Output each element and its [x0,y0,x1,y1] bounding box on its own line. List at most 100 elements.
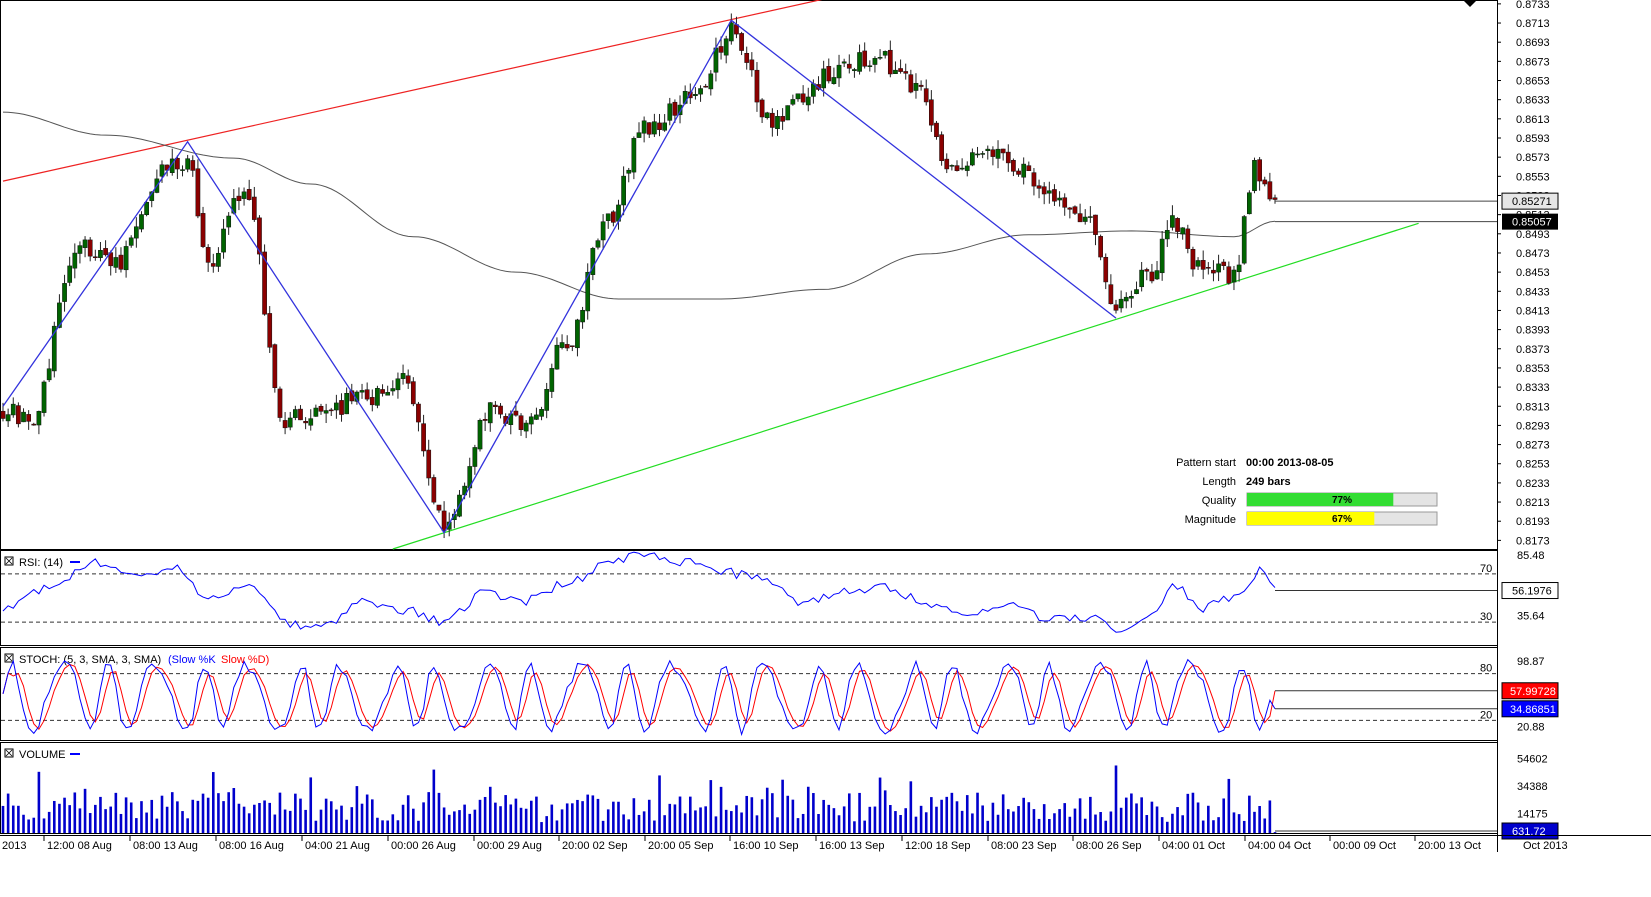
candle-body [1088,216,1093,218]
candle [1170,205,1175,231]
volume-bar [206,797,210,833]
last-price-label: 0.85271 [1512,196,1552,208]
candle [364,382,370,402]
zigzag-pattern [2,19,1117,534]
candle [980,151,985,159]
candle-body [21,411,26,423]
volume-bar [1012,811,1015,833]
volume-bar [596,798,600,833]
candle [790,94,796,106]
volume-bar [894,811,897,833]
pane-title: STOCH: (5, 3, SMA, 3, SMA) [19,654,161,666]
volume-bar [991,802,995,833]
candle [887,40,893,78]
candle [16,402,21,428]
candle [641,116,647,143]
volume-bar [155,818,159,833]
price-tick-label: 0.8493 [1516,229,1550,241]
volume-bar [1171,813,1174,833]
candle [334,394,339,419]
time-tick-label: 04:00 04 Oct [1248,840,1311,852]
candle-body [293,409,298,418]
candle-body [185,158,190,170]
candle-body [975,153,980,156]
candle [477,418,483,452]
volume-bar [545,816,548,833]
collapse-icon-cross [5,557,13,565]
volume-bar [781,779,784,833]
volume-bar [104,809,107,833]
volume-bar [719,786,723,833]
candle-body [400,373,406,379]
magnitude-value: 67% [1332,514,1352,525]
candle [318,403,324,415]
volume-bar [581,801,584,833]
candle [400,364,406,385]
volume-bar [227,792,230,833]
candle [708,70,714,96]
volume-bar [745,795,749,833]
volume-bar [1155,806,1159,833]
candle-body [913,82,919,91]
candle [554,337,560,370]
candle [210,253,216,273]
price-tick-label: 0.8473 [1516,248,1550,260]
volume-bar [704,806,707,833]
candle-body [1170,215,1175,228]
candle [241,187,247,206]
candle-body [939,134,944,161]
candle-body [1021,163,1027,178]
candle [385,385,391,396]
candle [339,393,344,422]
candle [1241,215,1247,265]
volume-bar [930,797,933,833]
volume-bar [263,800,266,833]
price-tick-label: 0.8693 [1516,37,1550,49]
candle [262,244,267,316]
volume-bar [730,811,733,833]
volume-bar [396,820,400,833]
volume-bar [376,817,379,833]
volume-bar [909,781,913,833]
volume-bar [1068,816,1072,833]
candle-body [687,91,693,99]
candle-body [426,449,432,479]
candle [585,263,591,320]
candle-body [1231,269,1237,283]
candle [395,372,401,399]
candle-body [1077,213,1083,223]
volume-bar [981,805,984,833]
candle-body [800,93,806,103]
candle [1200,250,1206,280]
candle [575,318,580,357]
candle-body [703,85,709,88]
candle [580,306,585,329]
candle [1052,184,1057,206]
candle [62,274,67,312]
candle [46,358,52,383]
candle-body [718,46,724,53]
volume-bar [1268,800,1272,833]
volume-bar [1181,815,1184,833]
candle [98,241,103,262]
candle [1000,148,1006,161]
volume-bar [1273,832,1277,833]
volume-bar [776,817,779,833]
candle [590,246,596,281]
volume-bar [222,801,225,833]
volume-bar [242,806,246,833]
candle [293,405,298,421]
candle-body [1247,192,1252,215]
candle-body [626,169,632,174]
volume-bar [160,795,164,833]
volume-bar [955,801,959,833]
candle [913,73,919,99]
volume-bar [853,821,856,833]
candle-body [226,215,232,228]
stoch-d-current-box [1501,682,1559,700]
volume-bar [560,809,564,833]
volume-bar [273,814,277,833]
candle-body [744,52,750,63]
time-tick-label: 08:00 23 Sep [991,840,1056,852]
